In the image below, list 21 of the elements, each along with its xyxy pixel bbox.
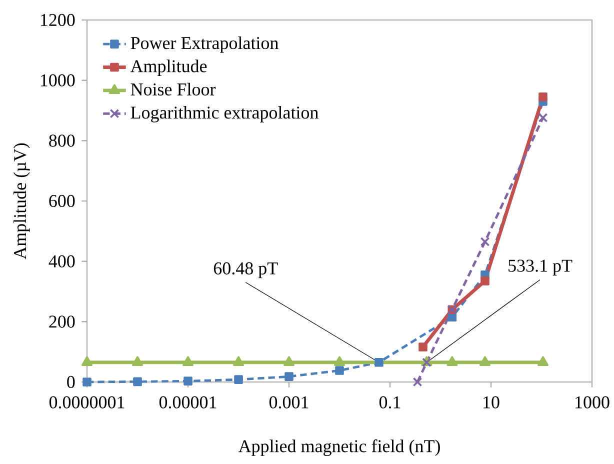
y-tick-label: 400 [48,255,75,268]
annotation: 60.48 pT [214,262,278,278]
y-axis-title: Amplitude (µV) [13,143,30,260]
x-tick-label: 0.0000001 [49,396,124,408]
y-tick-label: 0 [67,376,75,388]
y-tick-label: 1000 [41,74,75,86]
x-tick-label: 10 [484,396,500,408]
legend-label: Amplitude [130,60,207,76]
legend-label: Power Extrapolation [130,36,278,53]
x-tick-label: 1000 [576,396,610,408]
annotation: 533.1 pT [508,260,572,276]
y-tick-label: 200 [49,316,75,328]
x-tick-label: 0.00001 [159,396,216,408]
legend-label: Logarithmic extrapolation [130,106,318,122]
legend-label: Noise Floor [130,82,216,96]
y-tick-label: 1200 [41,14,75,26]
x-tick-label: 0.001 [269,396,308,408]
y-tick-label: 800 [49,134,75,147]
x-axis-title: Applied magnetic field (nT) [238,439,440,456]
y-tick-label: 600 [49,194,75,208]
x-tick-label: 0.1 [379,396,400,408]
